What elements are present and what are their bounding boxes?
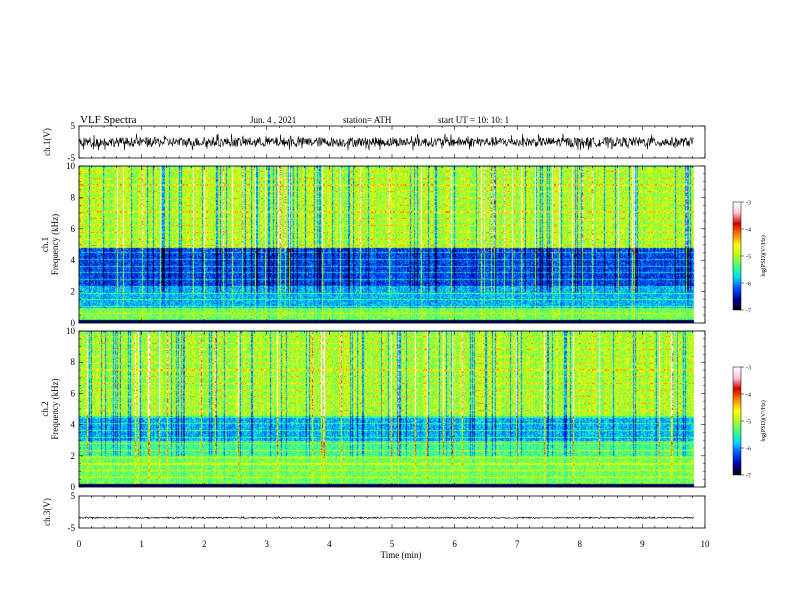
colorbar <box>732 366 742 476</box>
colorbar-tick-label: -4 <box>746 393 751 399</box>
y-tick-label: -5 <box>68 523 76 533</box>
y-tick-label: 4 <box>71 255 76 265</box>
y-axis-label-channel: ch.1 <box>40 237 50 252</box>
x-tick-label: 3 <box>265 539 270 549</box>
y-tick-label: -5 <box>68 153 76 163</box>
panel-frame-3 <box>78 330 706 488</box>
x-tick-label: 1 <box>139 539 144 549</box>
station-label: station= ATH <box>343 115 392 125</box>
start-time-label: start UT = 10: 10: 1 <box>438 115 509 125</box>
plot-date: Jun. 4 , 2021 <box>250 115 296 125</box>
y-axis-label-frequency: Frequency (kHz) <box>50 214 60 275</box>
x-tick-label: 0 <box>77 539 82 549</box>
y-axis-label: ch.1(V) <box>42 128 52 156</box>
panel-frame-2 <box>78 165 706 324</box>
colorbar-tick-label: -7 <box>746 474 751 480</box>
y-tick-label: 10 <box>66 161 76 171</box>
x-tick-label: 4 <box>327 539 332 549</box>
colorbar-tick-label: -3 <box>746 366 751 372</box>
colorbar-tick-label: -6 <box>746 447 751 453</box>
x-tick-label: 8 <box>578 539 583 549</box>
y-axis-label-channel: ch.2 <box>40 401 50 416</box>
y-axis-label: ch.3(V) <box>42 498 52 526</box>
y-tick-label: 4 <box>71 420 76 430</box>
x-tick-label: 10 <box>701 539 711 549</box>
y-tick-label: 2 <box>71 287 76 297</box>
waveform-trace-ch1 <box>78 133 695 151</box>
y-tick-label: 5 <box>71 121 76 131</box>
y-tick-label: 8 <box>71 357 76 367</box>
y-tick-label: 5 <box>71 491 76 501</box>
x-axis-label: Time (min) <box>381 550 422 560</box>
colorbar-label: log(PSD)(V²/Hz) <box>760 235 767 276</box>
y-tick-label: 6 <box>71 224 76 234</box>
y-tick-label: 0 <box>71 318 76 328</box>
colorbar-tick-label: -4 <box>746 228 751 234</box>
colorbar-tick-label: -3 <box>746 201 751 207</box>
y-tick-label: 10 <box>66 326 76 336</box>
colorbar <box>732 201 742 311</box>
colorbar-tick-label: -5 <box>746 255 751 261</box>
waveform-trace-ch3 <box>78 515 695 520</box>
x-tick-label: 9 <box>640 539 645 549</box>
x-tick-label: 7 <box>515 539 520 549</box>
panel-frame-4 <box>78 495 706 529</box>
x-tick-label: 2 <box>202 539 207 549</box>
y-tick-label: 8 <box>71 192 76 202</box>
y-tick-label: 6 <box>71 388 76 398</box>
colorbar-tick-label: -6 <box>746 282 751 288</box>
colorbar-tick-label: -5 <box>746 420 751 426</box>
y-axis-label-frequency: Frequency (kHz) <box>50 378 60 439</box>
colorbar-label: log(PSD)(V²/Hz) <box>760 400 767 441</box>
y-tick-label: 0 <box>71 482 76 492</box>
plot-title: VLF Spectra <box>80 114 137 126</box>
colorbar-tick-label: -7 <box>746 309 751 315</box>
y-tick-label: 2 <box>71 451 76 461</box>
x-tick-label: 6 <box>452 539 457 549</box>
x-tick-label: 5 <box>390 539 395 549</box>
